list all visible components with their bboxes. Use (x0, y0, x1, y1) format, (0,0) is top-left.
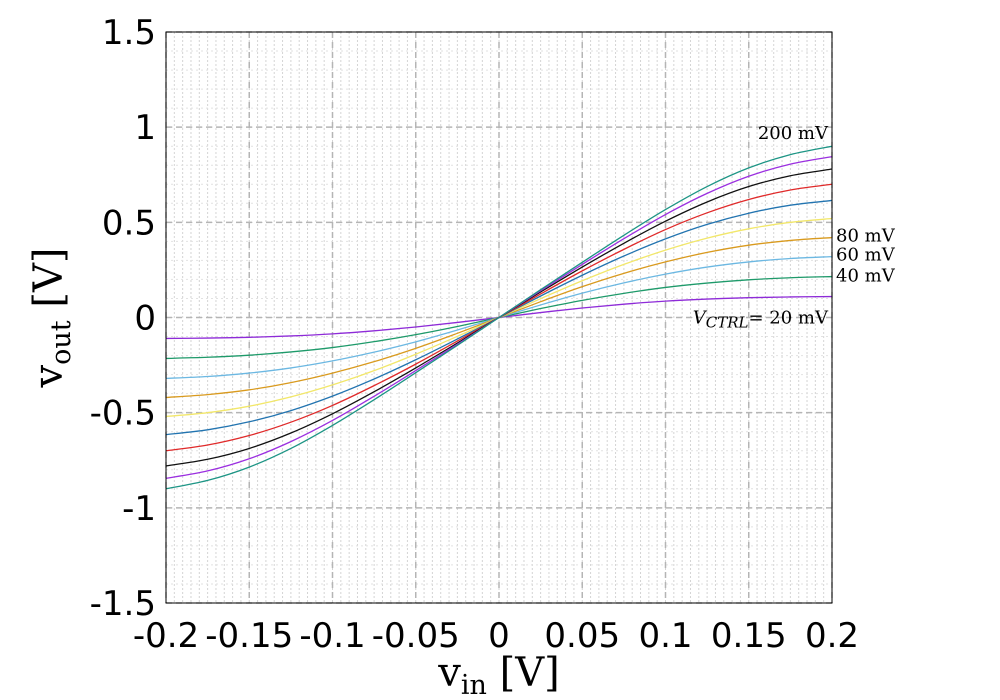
curve-label: 80 mV (836, 226, 896, 247)
x-tick-label: -0.15 (205, 616, 293, 656)
curve-label: 60 mV (836, 245, 896, 266)
y-tick-label: -0.5 (90, 394, 156, 434)
curve-label: 200 mV (758, 123, 829, 144)
y-tick-label: -1 (122, 489, 156, 529)
x-tick-label: 0.1 (638, 616, 692, 656)
x-tick-labels: -0.2 -0.15 -0.1 -0.05 0 0.05 0.1 0.15 0.2 (133, 616, 859, 656)
x-axis-title: vin [V] (437, 650, 559, 700)
x-tick-label: 0.05 (544, 616, 620, 656)
x-tick-label: -0.1 (299, 616, 365, 656)
series-layer (165, 145, 833, 490)
x-tick-label: -0.05 (372, 616, 460, 656)
y-tick-label: -1.5 (90, 584, 156, 624)
x-tick-label: -0.2 (133, 616, 199, 656)
x-tick-label: 0.15 (711, 616, 787, 656)
curve-label: VCTRL= 20 mV (693, 308, 829, 332)
y-tick-label: 1 (134, 108, 156, 148)
x-tick-label: 0.2 (805, 616, 859, 656)
plot-frame (165, 31, 833, 604)
y-tick-label: 0 (134, 299, 156, 339)
y-axis-title: vout [V] (26, 248, 77, 389)
x-tick-label: 0 (488, 616, 510, 656)
y-tick-labels: -1.5 -1 -0.5 0 0.5 1 1.5 (90, 13, 156, 624)
y-tick-label: 1.5 (102, 13, 156, 53)
y-tick-label: 0.5 (102, 203, 156, 243)
curve-label: 40 mV (836, 266, 896, 287)
series-line-10 (165, 145, 833, 490)
